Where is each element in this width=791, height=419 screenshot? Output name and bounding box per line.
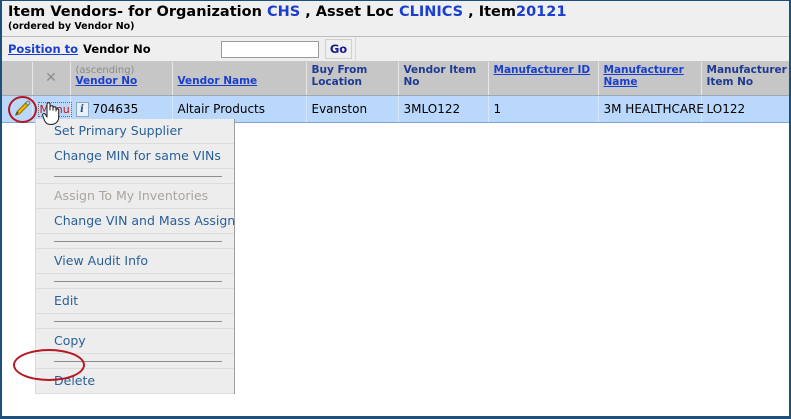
header-text-buy-from-location: Buy From Location bbox=[311, 64, 368, 88]
asset-loc-value: CLINICS bbox=[398, 4, 464, 20]
header-link-manufacturer-name[interactable]: Manufacturer Name bbox=[603, 64, 684, 88]
cell-text-vendor-no: 704635 bbox=[92, 101, 139, 116]
cell-manufacturer-item-no: LO122 bbox=[701, 95, 789, 123]
position-to-input-cell bbox=[218, 37, 322, 62]
menu-item-change-min-for-same-vins[interactable]: Change MIN for same VINs bbox=[36, 144, 234, 169]
menu-item-assign-to-my-inventories: Assign To My Inventories bbox=[36, 184, 234, 209]
item-label: , Item bbox=[463, 4, 516, 20]
menu-item-delete[interactable]: Delete bbox=[36, 369, 234, 394]
menu-separator bbox=[36, 314, 234, 329]
row-context-menu: Set Primary Supplier Change MIN for same … bbox=[35, 119, 235, 394]
menu-separator bbox=[36, 234, 234, 249]
menu-item-view-audit-info[interactable]: View Audit Info bbox=[36, 249, 234, 274]
position-to-input[interactable] bbox=[221, 40, 319, 58]
page-header: Item Vendors- for Organization CHS , Ass… bbox=[2, 1, 789, 37]
menu-item-change-vin-and-mass-assign[interactable]: Change VIN and Mass Assign bbox=[36, 209, 235, 234]
menu-separator bbox=[36, 354, 234, 369]
asset-loc-label: , Asset Loc bbox=[300, 4, 399, 20]
go-button[interactable]: Go bbox=[324, 39, 353, 59]
organization-value: CHS bbox=[266, 4, 301, 20]
toolbar-filler bbox=[356, 37, 789, 62]
cell-vendor-no: i 704635 bbox=[70, 95, 173, 123]
row-menu-button[interactable]: Menu bbox=[37, 101, 72, 117]
menu-item-set-primary-supplier[interactable]: Set Primary Supplier bbox=[36, 119, 234, 144]
info-icon[interactable]: i bbox=[75, 101, 89, 117]
row-edit-cell[interactable] bbox=[2, 95, 37, 123]
cell-manufacturer-id: 1 bbox=[488, 95, 599, 123]
item-number-value: 20121 bbox=[516, 4, 567, 20]
position-to-cell: Position to Vendor No bbox=[2, 37, 218, 62]
menu-separator bbox=[36, 274, 234, 289]
header-vendor-item-no: Vendor Item No bbox=[398, 62, 489, 96]
header-delete-column[interactable]: ✕ bbox=[32, 62, 71, 96]
header-text-manufacturer-item-no: Manufacturer Item No bbox=[706, 64, 787, 88]
cell-vendor-item-no: 3MLO122 bbox=[398, 95, 489, 123]
page-subtitle: (ordered by Vendor No) bbox=[8, 21, 135, 32]
menu-separator bbox=[36, 169, 234, 184]
menu-item-edit[interactable]: Edit bbox=[36, 289, 234, 314]
position-to-field-label: Vendor No bbox=[83, 42, 151, 56]
edit-pencil-icon[interactable] bbox=[12, 99, 32, 119]
item-vendors-table: ✕ (ascending) Vendor No Vendor Name Buy … bbox=[2, 62, 789, 123]
close-icon[interactable]: ✕ bbox=[45, 70, 57, 86]
sort-order-note: (ascending) bbox=[75, 65, 135, 76]
header-edit-column bbox=[2, 62, 33, 96]
header-link-manufacturer-id[interactable]: Manufacturer ID bbox=[493, 64, 591, 76]
table-header-row: ✕ (ascending) Vendor No Vendor Name Buy … bbox=[2, 62, 789, 96]
position-to-toolbar: Position to Vendor No Go bbox=[2, 36, 789, 62]
header-text-vendor-item-no: Vendor Item No bbox=[403, 64, 477, 88]
header-vendor-name[interactable]: Vendor Name bbox=[172, 62, 307, 96]
header-link-vendor-no[interactable]: Vendor No bbox=[75, 75, 138, 87]
go-cell: Go bbox=[322, 36, 356, 62]
header-link-vendor-name[interactable]: Vendor Name bbox=[177, 75, 258, 87]
header-manufacturer-id[interactable]: Manufacturer ID bbox=[488, 62, 599, 96]
edit-pencil-wrap[interactable] bbox=[7, 96, 37, 123]
cell-vendor-name: Altair Products bbox=[172, 95, 307, 123]
header-manufacturer-name[interactable]: Manufacturer Name bbox=[598, 62, 702, 96]
header-buy-from-location: Buy From Location bbox=[306, 62, 399, 96]
page-title: Item Vendors- for Organization CHS , Ass… bbox=[8, 4, 789, 21]
page-title-prefix: Item Vendors- for Organization bbox=[8, 4, 267, 20]
cell-buy-from-location: Evanston bbox=[306, 95, 399, 123]
position-to-link[interactable]: Position to bbox=[8, 42, 79, 56]
header-vendor-no[interactable]: (ascending) Vendor No bbox=[70, 62, 173, 96]
menu-item-copy[interactable]: Copy bbox=[36, 329, 234, 354]
header-manufacturer-item-no: Manufacturer Item No bbox=[701, 62, 789, 96]
cell-manufacturer-name: 3M HEALTHCARE bbox=[598, 95, 704, 123]
